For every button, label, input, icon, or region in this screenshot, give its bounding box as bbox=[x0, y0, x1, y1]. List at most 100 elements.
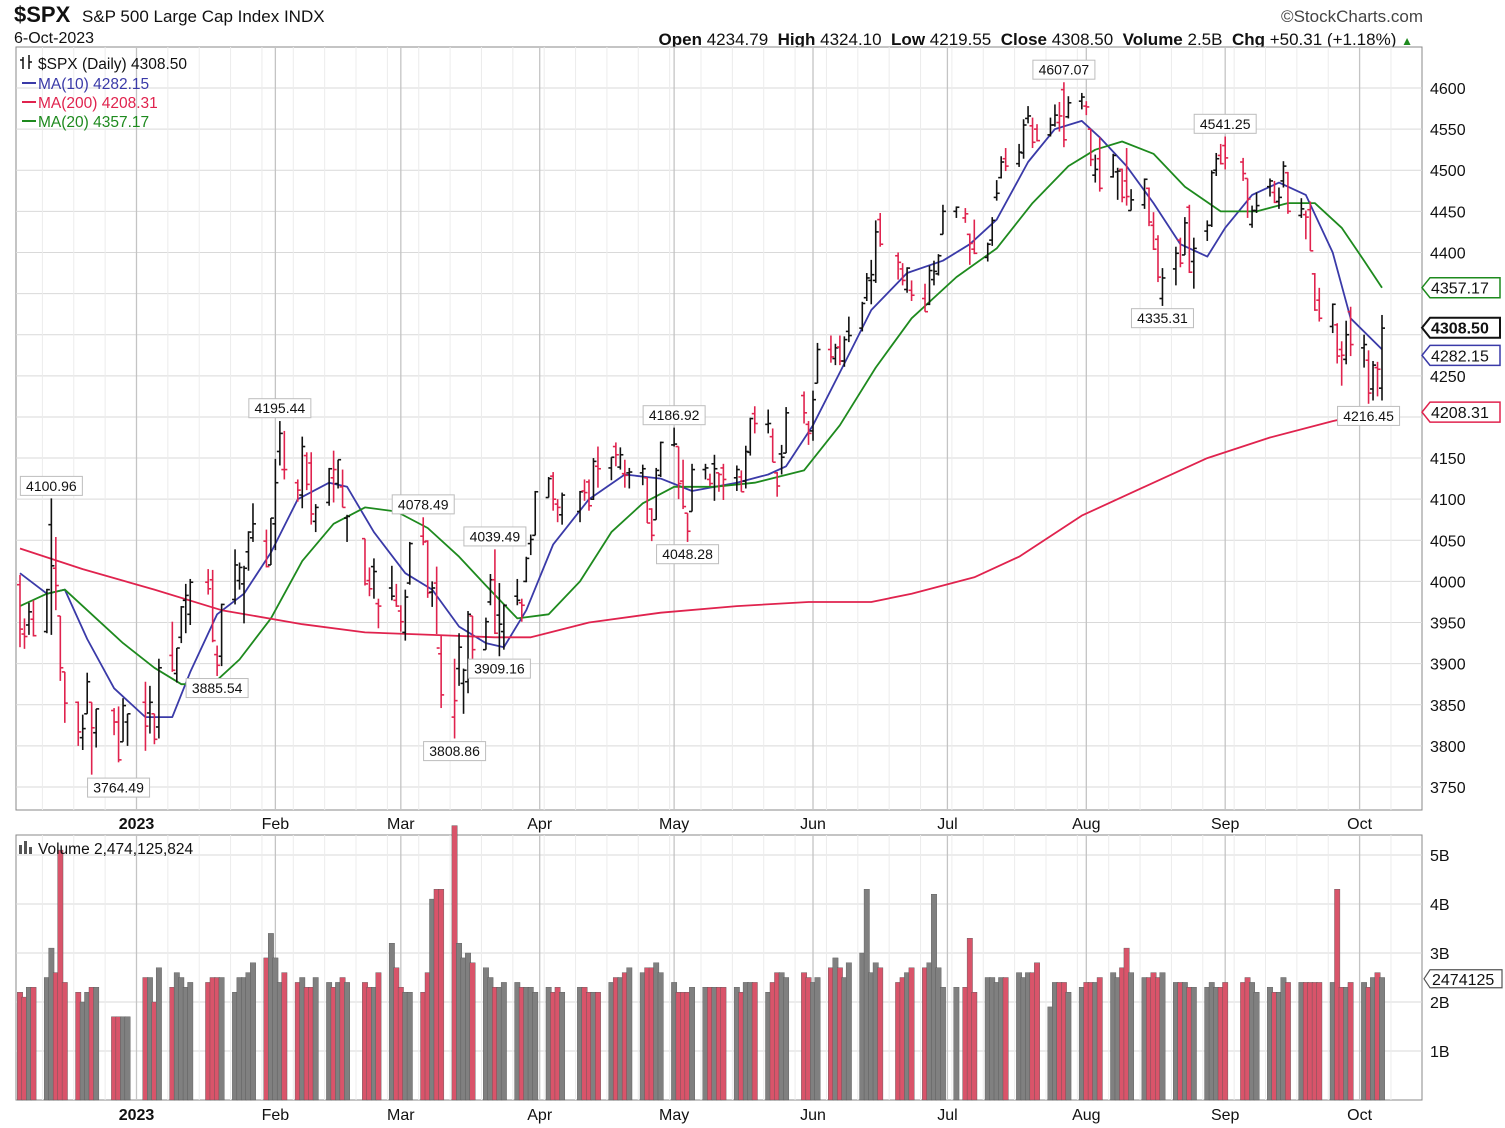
annotation-text: 3764.49 bbox=[93, 780, 144, 796]
index-name: S&P 500 Large Cap Index INDX bbox=[82, 7, 325, 27]
ohlc-bar bbox=[393, 583, 400, 607]
ohlc-bar bbox=[827, 335, 834, 363]
price-tick-label: 3750 bbox=[1430, 780, 1466, 797]
price-tick-label: 4600 bbox=[1430, 81, 1466, 98]
ohlc-bar bbox=[281, 430, 288, 480]
ohlc-bar bbox=[680, 459, 687, 510]
annotation-box bbox=[87, 777, 151, 798]
ohlc-bar bbox=[1302, 210, 1309, 240]
ohlc-bar bbox=[783, 407, 790, 454]
ohlc-bar bbox=[456, 633, 463, 686]
ohlc-bar bbox=[1128, 189, 1135, 212]
ohlc-bar bbox=[1060, 82, 1067, 148]
low-value: 4219.55 bbox=[929, 30, 992, 49]
ohlc-bar bbox=[626, 467, 633, 489]
price-tick-label: 3800 bbox=[1430, 739, 1466, 756]
ohlc-bar bbox=[25, 602, 32, 635]
ohlc-bar bbox=[585, 479, 592, 511]
month-label: Jun bbox=[800, 1107, 826, 1124]
ohlc-bar bbox=[245, 531, 252, 571]
volume-tick-label: 4B bbox=[1430, 897, 1450, 914]
price-grid bbox=[15, 46, 1423, 811]
chart-date: 6-Oct-2023 bbox=[14, 30, 95, 47]
price-tag-text: 4282.15 bbox=[1431, 348, 1489, 365]
volume-bar bbox=[406, 992, 413, 1101]
price-tag-ma20: 4357.17 bbox=[1421, 276, 1501, 299]
ohlc-bar bbox=[514, 578, 521, 606]
ohlc-bar bbox=[1311, 273, 1318, 311]
month-label: May bbox=[659, 1107, 689, 1124]
volume-tag-box bbox=[1423, 969, 1503, 989]
price-tag-close: 4308.50 bbox=[1420, 316, 1501, 339]
ohlc-bar bbox=[1177, 237, 1184, 268]
price-tag-text: 4357.17 bbox=[1431, 281, 1489, 298]
month-label: Feb bbox=[262, 816, 290, 833]
ohlc-bar bbox=[1141, 178, 1148, 209]
ohlc-bar bbox=[88, 701, 95, 775]
ohlc-bar bbox=[57, 615, 64, 681]
month-label: Feb bbox=[262, 1107, 290, 1124]
ohlc-bar bbox=[469, 615, 476, 663]
ohlc-bar bbox=[460, 668, 467, 714]
volume-bar bbox=[689, 987, 695, 1101]
annotation-box bbox=[1337, 405, 1401, 426]
price-tag-box bbox=[1420, 316, 1501, 339]
annotation-text: 4039.49 bbox=[470, 528, 521, 544]
ohlc-bar bbox=[639, 464, 646, 486]
annotation-text: 3885.54 bbox=[192, 680, 243, 696]
ohlc-bar bbox=[747, 417, 754, 456]
ohlc-bar bbox=[312, 504, 319, 533]
volume-bar bbox=[953, 987, 960, 1101]
annotation-box bbox=[185, 678, 249, 699]
ohlc-bar bbox=[205, 569, 212, 595]
volume-tick-label: 5B bbox=[1430, 848, 1450, 865]
annotation-text: 4607.07 bbox=[1039, 62, 1090, 78]
volume-bar bbox=[1034, 962, 1040, 1101]
legend-price: $SPX (Daily) 4308.50 bbox=[38, 56, 187, 73]
annotation-box bbox=[656, 544, 720, 565]
ohlc-bar bbox=[339, 469, 346, 509]
month-label: Aug bbox=[1072, 816, 1100, 833]
annotation-box bbox=[1032, 59, 1096, 80]
price-tag-text: 4208.31 bbox=[1431, 405, 1489, 422]
ohlc-bar bbox=[500, 604, 507, 650]
ohlc-bar bbox=[751, 406, 758, 434]
ohlc-bar bbox=[859, 301, 866, 332]
ohlc-bar bbox=[79, 714, 86, 750]
legend-icons bbox=[19, 55, 32, 854]
ohlc-bar bbox=[926, 265, 933, 306]
ohlc-bar bbox=[1347, 306, 1354, 357]
volume-bar bbox=[783, 977, 790, 1101]
ohlc-bar bbox=[48, 498, 55, 635]
annotation-text: 4541.25 bbox=[1200, 116, 1251, 132]
ohlc-bar bbox=[711, 454, 718, 501]
ohlc-bar bbox=[1114, 167, 1121, 200]
volume-tick-label: 1B bbox=[1430, 1044, 1450, 1061]
ohlc-bar bbox=[689, 463, 696, 513]
ohlc-bar bbox=[1253, 192, 1260, 213]
ohlc-bar bbox=[899, 263, 906, 286]
ohlc-bar bbox=[178, 606, 185, 644]
ohlc-bar bbox=[1029, 117, 1036, 149]
price-tag-text: 4308.50 bbox=[1431, 321, 1489, 338]
high-value: 4324.10 bbox=[820, 30, 882, 49]
ohlc-bar bbox=[715, 472, 722, 492]
ohlc-bar bbox=[272, 458, 279, 551]
legend-ma20: MA(20) 4357.17 bbox=[38, 114, 149, 131]
ohlc-bar bbox=[169, 621, 176, 672]
volume-current-tag: 2474125 bbox=[1423, 969, 1503, 989]
volume-bar bbox=[1190, 987, 1197, 1101]
ohlc-bar bbox=[742, 445, 749, 489]
ohlc-bar bbox=[465, 611, 472, 694]
ohlc-bar bbox=[241, 565, 248, 624]
ohlc-bar bbox=[115, 706, 122, 763]
up-arrow-icon: ▲ bbox=[1401, 34, 1413, 48]
ohlc-bar bbox=[1208, 170, 1215, 227]
ohlc-bar bbox=[971, 219, 978, 255]
month-label: Jul bbox=[937, 1107, 957, 1124]
ohlc-bar bbox=[644, 476, 651, 524]
price-tag-box bbox=[1421, 344, 1501, 367]
ohlc-bar bbox=[1110, 153, 1117, 178]
ohlc-bar bbox=[1172, 246, 1179, 286]
